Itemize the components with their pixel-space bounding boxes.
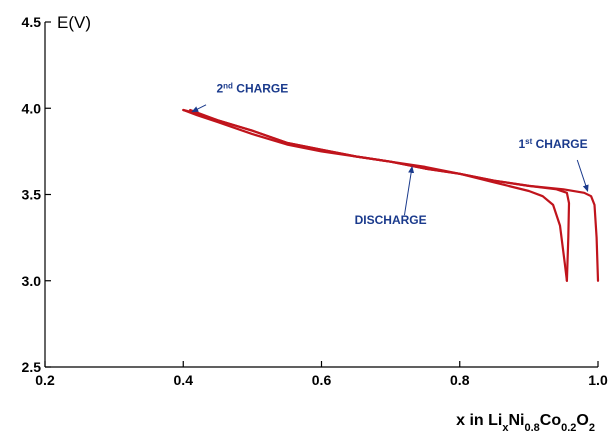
x-axis-label-subscript: x: [502, 422, 509, 434]
x-tick-label: 0.6: [312, 372, 332, 388]
series-curve-1: [182, 108, 600, 282]
y-tick-label: 4.5: [22, 14, 42, 30]
first-charge-arrow: [576, 159, 589, 192]
axes: 2.5 3.0 3.5 4.0 4.5 0.2 0.4 0.6 0.8 1.0: [22, 14, 608, 388]
x-axis-label-text: O: [576, 412, 588, 429]
first-charge-text: 1: [518, 137, 525, 151]
first-charge-text: CHARGE: [532, 137, 587, 151]
x-axis-label-subscript: 0.2: [561, 422, 576, 434]
x-axis-label-text: x in Li: [456, 412, 502, 429]
series-curve-3: [189, 108, 571, 282]
y-tick-label: 4.0: [22, 100, 42, 116]
x-tick-label: 1.0: [588, 372, 608, 388]
discharge-text: DISCHARGE: [355, 213, 427, 227]
second-charge-text: 2: [216, 82, 223, 96]
x-tick-label: 0.8: [450, 372, 470, 388]
second-charge-text: CHARGE: [233, 82, 288, 96]
discharge-arrow: [403, 165, 415, 216]
series-curve-2: [182, 108, 568, 282]
x-axis-label-subscript: 0.8: [525, 422, 540, 434]
x-axis-label-subscript: 2: [589, 422, 595, 434]
first-charge-label: 1st CHARGE: [518, 136, 587, 151]
y-tick-label: 3.5: [22, 187, 42, 203]
first-charge-superscript: st: [525, 136, 532, 145]
x-axis-label-text: Ni: [509, 412, 525, 429]
data-series: [182, 108, 600, 282]
x-axis-label-text: Co: [540, 412, 562, 429]
y-tick-label: 2.5: [22, 359, 42, 375]
y-axis-label: E(V): [57, 13, 91, 32]
y-tick-label: 3.0: [22, 273, 42, 289]
second-charge-arrow: [191, 104, 207, 113]
x-axis-label: x in LixNi0.8Co0.2O2: [456, 412, 595, 434]
x-tick-label: 0.4: [174, 372, 194, 388]
second-charge-label: 2nd CHARGE: [216, 81, 288, 96]
discharge-label: DISCHARGE: [355, 213, 427, 227]
x-tick-label: 0.2: [35, 372, 55, 388]
second-charge-superscript: nd: [223, 81, 233, 90]
